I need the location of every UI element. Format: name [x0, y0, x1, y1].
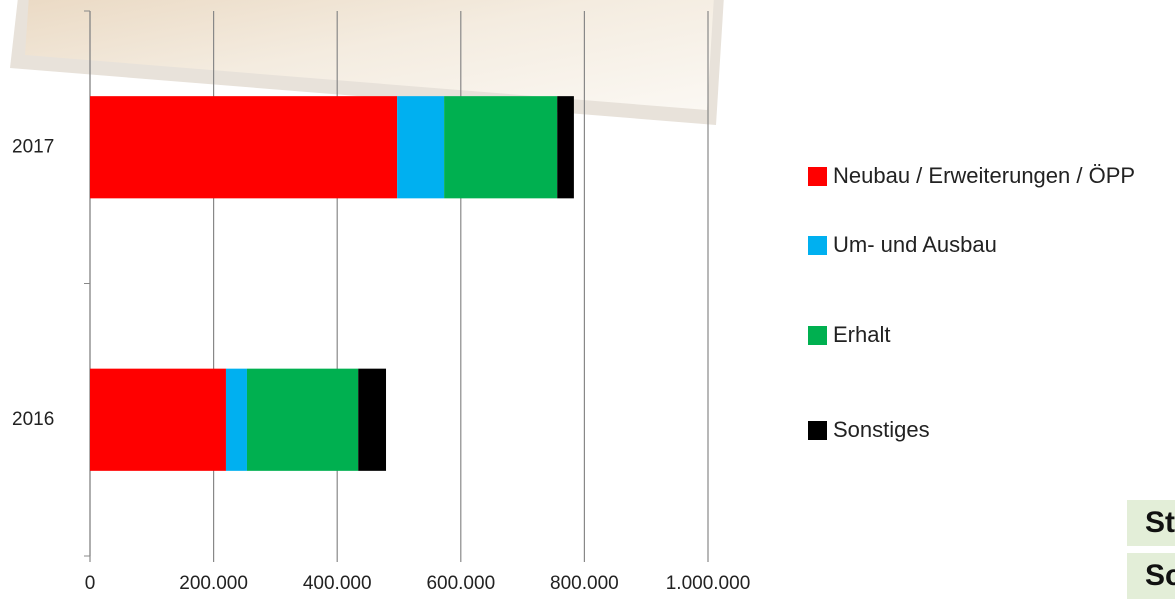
bar-segment: [90, 96, 397, 198]
legend-swatch: [808, 326, 827, 345]
x-tick-label: 400.000: [303, 573, 372, 594]
bar-segment: [226, 369, 247, 471]
x-tick-label: 800.000: [550, 573, 619, 594]
legend-label: Erhalt: [833, 322, 890, 348]
bar-segment: [358, 369, 386, 471]
chart: 0 200.000 400.000 600.000 800.000 1.000.000 20…: [0, 0, 1175, 612]
bar-segment: [397, 96, 444, 198]
legend-entry: Sonstiges: [808, 417, 1158, 443]
x-tick-label: 200.000: [179, 573, 248, 594]
legend-label: Neubau / Erweiterungen / ÖPP: [833, 163, 1135, 189]
y-tick-label: 2016: [12, 409, 54, 430]
x-tick-label: 0: [85, 573, 96, 594]
x-tick-label: 600.000: [426, 573, 495, 594]
legend-entry: Erhalt: [808, 322, 1158, 348]
annotation-box: Sc: [1127, 553, 1175, 599]
page: 0 200.000 400.000 600.000 800.000 1.000.000 20…: [0, 0, 1175, 612]
bar-segment: [557, 96, 574, 198]
y-tick-label: 2017: [12, 136, 54, 157]
bar-segment: [444, 96, 557, 198]
annotation-box: St: [1127, 500, 1175, 546]
legend-swatch: [808, 236, 827, 255]
x-tick-label: 1.000.000: [666, 573, 751, 594]
legend-entry: Neubau / Erweiterungen / ÖPP: [808, 163, 1158, 189]
bar-segment: [247, 369, 358, 471]
legend-swatch: [808, 421, 827, 440]
legend-label: Um- und Ausbau: [833, 232, 997, 258]
legend-swatch: [808, 167, 827, 186]
legend-entry: Um- und Ausbau: [808, 232, 1158, 258]
legend-label: Sonstiges: [833, 417, 930, 443]
bar-segment: [90, 369, 226, 471]
